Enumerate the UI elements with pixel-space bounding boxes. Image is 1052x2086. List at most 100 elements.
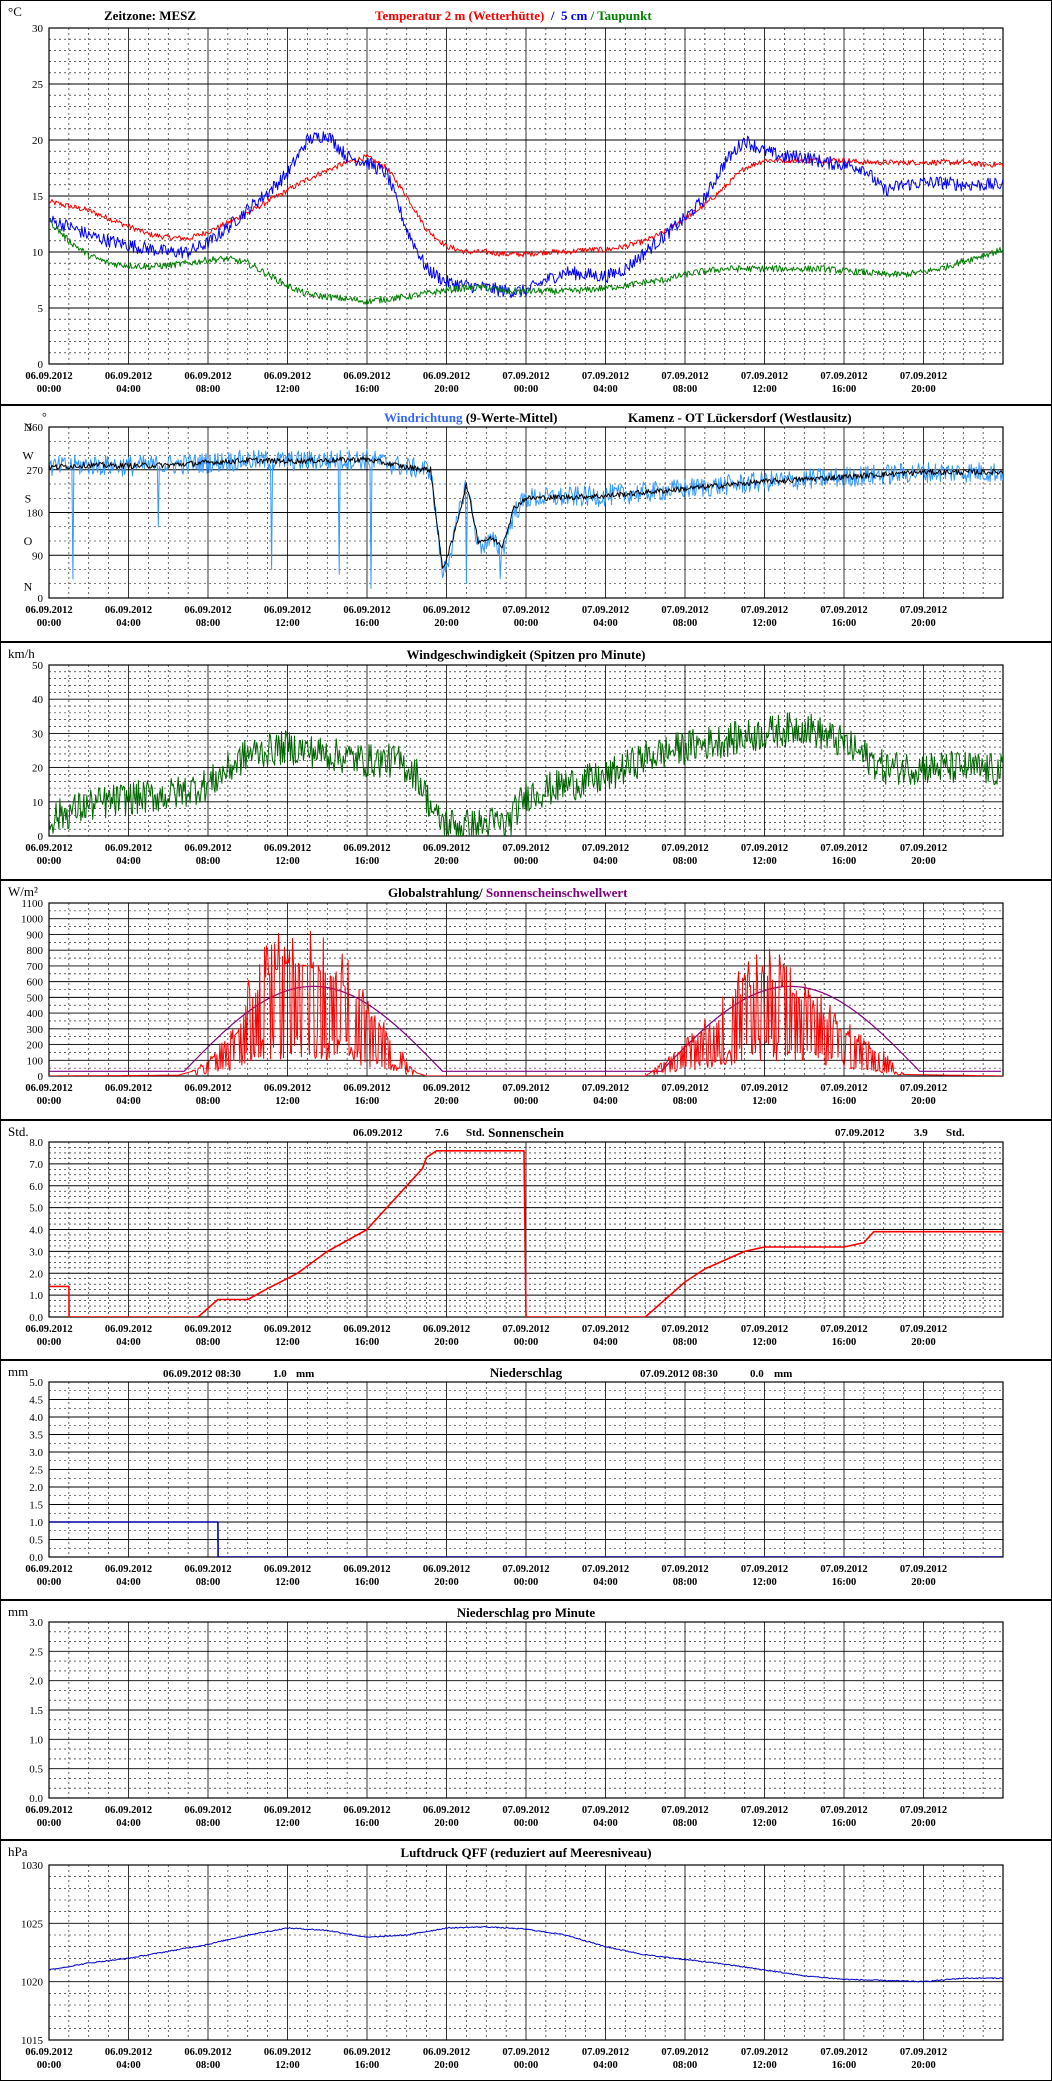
x-tick-time: 00:00 (514, 384, 539, 395)
x-tick-date: 07.09.2012 (582, 1083, 629, 1094)
x-tick-time: 12:00 (275, 1337, 300, 1348)
x-tick-date: 07.09.2012 (502, 371, 549, 382)
x-tick-time: 04:00 (116, 1337, 141, 1348)
unit-label: ° (42, 410, 47, 424)
y-tick-label: 4.0 (29, 1412, 43, 1424)
x-tick-date: 06.09.2012 (423, 371, 470, 382)
chart-title: Temperatur 2 m (Wetterhütte) / 5 cm / Ta… (375, 8, 652, 23)
x-tick-time: 04:00 (116, 856, 141, 867)
x-tick-date: 07.09.2012 (661, 1324, 708, 1335)
daily-total-date: 06.09.2012 (353, 1127, 403, 1139)
unit-label: hPa (8, 1844, 28, 1859)
title-part: Sonnenscheinschwellwert (486, 885, 628, 900)
y-tick-label: 5 (38, 303, 44, 315)
x-tick-time: 12:00 (275, 1096, 300, 1107)
x-tick-date: 06.09.2012 (25, 605, 72, 616)
x-tick-time: 16:00 (355, 2060, 380, 2071)
y-tick-label: 800 (27, 945, 44, 957)
grid (49, 1865, 1003, 2040)
x-tick-time: 08:00 (673, 856, 698, 867)
x-tick-date: 06.09.2012 (343, 2047, 390, 2058)
x-tick-date: 07.09.2012 (900, 2047, 947, 2058)
x-tick-date: 07.09.2012 (741, 843, 788, 854)
x-tick-date: 06.09.2012 (423, 1083, 470, 1094)
y-tick-label: 1.0 (29, 1734, 43, 1746)
x-tick-date: 07.09.2012 (661, 2047, 708, 2058)
chart-title: Windgeschwindigkeit (Spitzen pro Minute) (407, 647, 646, 662)
x-tick-date: 06.09.2012 (105, 605, 152, 616)
series-line-0 (49, 930, 1003, 1076)
x-tick-date: 07.09.2012 (582, 1805, 629, 1816)
y-tick-label: 1.0 (29, 1290, 43, 1302)
y-tick-label: 600 (27, 977, 44, 989)
y-tick-label: 180 (27, 508, 44, 520)
x-tick-date: 07.09.2012 (900, 371, 947, 382)
x-tick-time: 08:00 (196, 1337, 221, 1348)
x-tick-date: 06.09.2012 (343, 1564, 390, 1575)
chart-precipitation_per_minute: 0.0 0.5 1.0 1.5 2.0 2.5 3.0mm Niederschlag pro … (0, 1600, 1052, 1840)
daily-total: 06.09.2012 7.6 Std. (353, 1127, 485, 1139)
x-tick-date: 07.09.2012 (820, 1564, 867, 1575)
y-tick-label: 7.0 (29, 1159, 43, 1171)
x-tick-date: 06.09.2012 (343, 371, 390, 382)
x-tick-time: 16:00 (832, 1096, 857, 1107)
x-tick-time: 20:00 (434, 1337, 459, 1348)
x-tick-date: 06.09.2012 (264, 843, 311, 854)
y-tick-label: 15 (32, 191, 44, 203)
y-tick-label: 1.0 (29, 1517, 43, 1529)
x-tick-time: 04:00 (593, 856, 618, 867)
x-tick-time: 00:00 (514, 856, 539, 867)
x-tick-time: 04:00 (116, 2060, 141, 2071)
x-tick-date: 07.09.2012 (741, 605, 788, 616)
x-tick-time: 12:00 (275, 1818, 300, 1829)
x-tick-date: 06.09.2012 (343, 1083, 390, 1094)
x-tick-date: 06.09.2012 (423, 605, 470, 616)
x-tick-date: 06.09.2012 (25, 1564, 72, 1575)
x-tick-time: 00:00 (37, 1096, 62, 1107)
x-tick-time: 20:00 (911, 384, 936, 395)
x-tick-time: 04:00 (116, 1577, 141, 1588)
x-tick-date: 07.09.2012 (741, 1083, 788, 1094)
x-tick-time: 20:00 (911, 2060, 936, 2071)
chart-temperature: 0 5 10 15 20 25 30 °C Zeitzone: MESZ Temperatur 2… (0, 0, 1052, 405)
grid (49, 1382, 1003, 1557)
y-tick-label: 3.5 (29, 1430, 43, 1442)
x-tick-time: 16:00 (832, 856, 857, 867)
y-tick-label: 0.0 (29, 1552, 43, 1564)
title-part: Temperatur 2 m (Wetterhütte) (375, 8, 544, 23)
chart-title: Niederschlag pro Minute (457, 1605, 596, 1620)
y-tick-labels: 0.0 1.0 2.0 3.0 4.0 5.0 6.0 7.0 8.0 (29, 1137, 43, 1324)
x-tick-date: 06.09.2012 (105, 843, 152, 854)
x-tick-time: 12:00 (752, 618, 777, 629)
x-tick-date: 06.09.2012 (184, 843, 231, 854)
x-tick-time: 16:00 (832, 1818, 857, 1829)
x-tick-time: 08:00 (673, 2060, 698, 2071)
x-tick-time: 20:00 (434, 618, 459, 629)
x-tick-labels: 06.09.2012 00:00 06.09.2012 04:00 06.09.2012… (25, 371, 947, 395)
y-tick-label: 2.0 (29, 1482, 43, 1494)
y-tick-labels: 0.0 0.5 1.0 1.5 2.0 2.5 3.0 3.5 4.0 4.5 5.0 (29, 1377, 43, 1564)
direction-label: N (24, 420, 33, 434)
x-tick-time: 04:00 (116, 1818, 141, 1829)
plot-frame (48, 426, 1004, 599)
x-tick-date: 07.09.2012 (900, 1083, 947, 1094)
x-tick-time: 12:00 (752, 1577, 777, 1588)
title-part: 5 cm (561, 8, 588, 23)
x-tick-time: 12:00 (752, 1096, 777, 1107)
x-tick-time: 08:00 (196, 1096, 221, 1107)
series-line-0 (49, 153, 1003, 258)
x-tick-date: 07.09.2012 (741, 1564, 788, 1575)
daily-total-date: 06.09.2012 08:30 (163, 1368, 241, 1380)
x-tick-date: 06.09.2012 (343, 843, 390, 854)
x-tick-date: 06.09.2012 (105, 1564, 152, 1575)
x-tick-time: 04:00 (116, 384, 141, 395)
y-tick-labels: 0 5 10 15 20 25 30 (32, 23, 44, 371)
x-tick-date: 07.09.2012 (502, 2047, 549, 2058)
series-line-0 (49, 712, 1003, 836)
x-tick-labels: 06.09.2012 00:00 06.09.2012 04:00 06.09.2012… (25, 1564, 947, 1588)
x-tick-time: 08:00 (196, 1577, 221, 1588)
y-tick-label: 0 (38, 1071, 44, 1083)
x-tick-date: 06.09.2012 (184, 2047, 231, 2058)
x-tick-date: 06.09.2012 (264, 371, 311, 382)
